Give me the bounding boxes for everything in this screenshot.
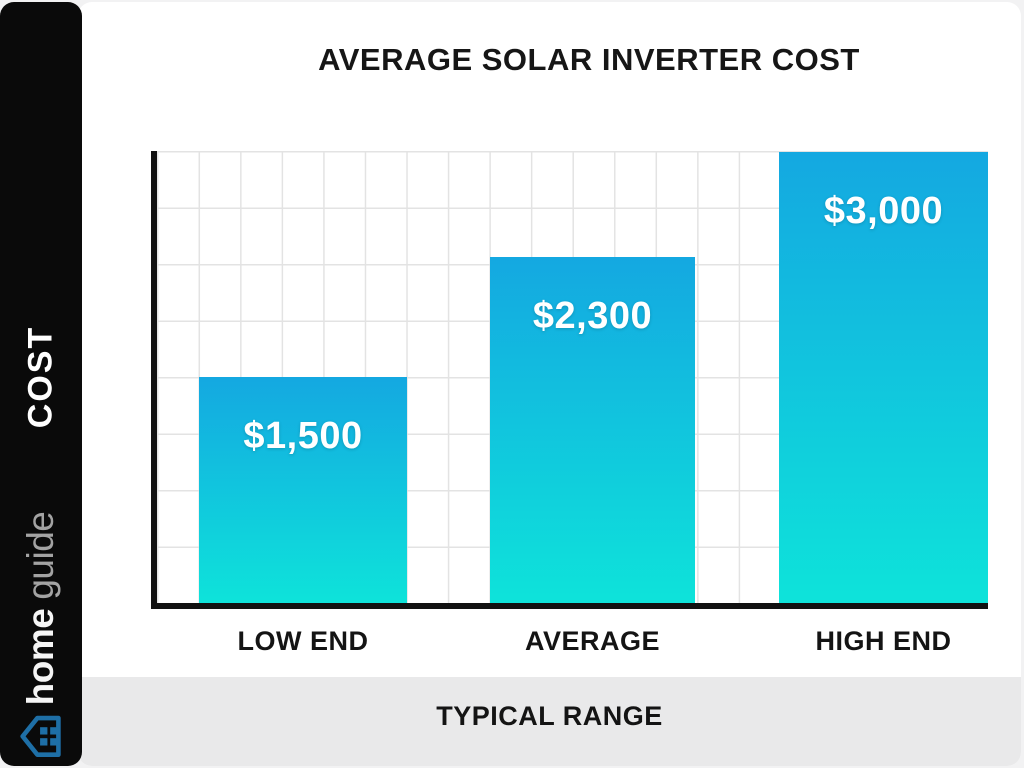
x-axis-label-average: AVERAGE bbox=[524, 626, 661, 656]
bar-value-label: $1,500 bbox=[243, 415, 363, 457]
bar-high-end: $3,000 bbox=[779, 152, 988, 603]
brand-guide-text: guide bbox=[20, 511, 61, 600]
brand-logo: home guide bbox=[19, 512, 63, 759]
chart-card: AVERAGE SOLAR INVERTER COST $1,500 $2,300… bbox=[78, 2, 1021, 766]
footer-band: TYPICAL RANGE bbox=[78, 677, 1021, 766]
y-axis-title: COST bbox=[21, 325, 60, 429]
footer-label: TYPICAL RANGE bbox=[436, 701, 663, 731]
x-axis-label-high-end: HIGH END bbox=[815, 626, 952, 656]
sidebar: COST home guide bbox=[0, 2, 82, 766]
bar-average: $2,300 bbox=[490, 257, 695, 603]
x-axis-line bbox=[151, 603, 988, 609]
bar-low-end: $1,500 bbox=[199, 377, 407, 603]
bar-value-label: $3,000 bbox=[823, 190, 944, 232]
bar-value-label: $2,300 bbox=[532, 295, 653, 337]
y-axis-line bbox=[151, 151, 157, 609]
brand-home-text: home bbox=[20, 608, 61, 706]
homeguide-house-icon bbox=[20, 715, 61, 757]
x-axis-label-low-end: LOW END bbox=[237, 626, 369, 656]
chart-title: AVERAGE SOLAR INVERTER COST bbox=[318, 42, 860, 77]
